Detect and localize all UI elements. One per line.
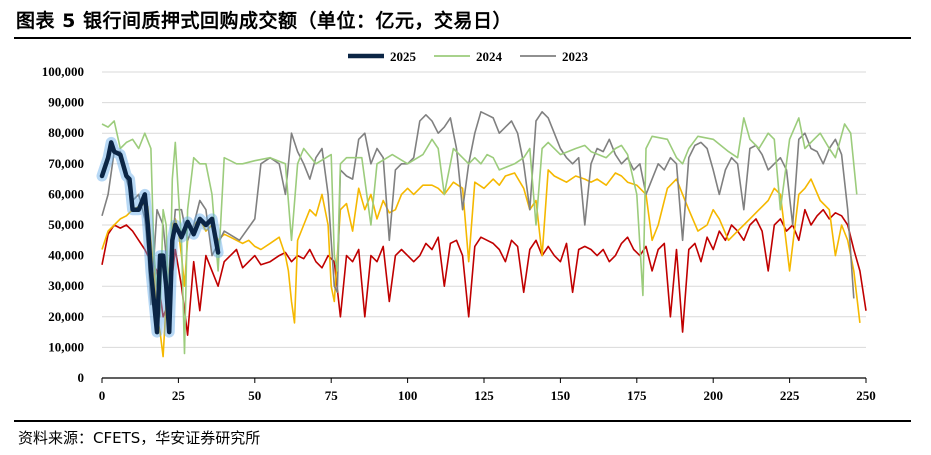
x-tick-label: 75 xyxy=(325,388,339,403)
top-rule xyxy=(14,37,911,39)
x-tick-label: 175 xyxy=(627,388,647,403)
x-tick-label: 125 xyxy=(474,388,494,403)
y-tick-label: 100,000 xyxy=(42,64,84,79)
y-tick-label: 50,000 xyxy=(48,217,84,232)
series-2024-line xyxy=(101,117,858,355)
series-orange-line xyxy=(101,169,861,358)
y-tick-label: 70,000 xyxy=(48,156,84,171)
x-tick-label: 200 xyxy=(703,388,723,403)
y-tick-label: 80,000 xyxy=(48,125,84,140)
x-tick-label: 25 xyxy=(172,388,186,403)
y-tick-label: 20,000 xyxy=(48,309,84,324)
source-note: 资料来源：CFETS，华安证券研究所 xyxy=(18,429,261,447)
axes xyxy=(101,377,867,383)
x-tick-label: 0 xyxy=(99,388,106,403)
series-2023-line xyxy=(101,111,855,306)
y-tick-label: 30,000 xyxy=(48,278,84,293)
y-tick-label: 40,000 xyxy=(48,248,84,263)
x-tick-label: 50 xyxy=(248,388,261,403)
legend: 2025 2024 2023 xyxy=(348,49,589,64)
figure-title: 图表 5 银行间质押式回购成交额（单位：亿元，交易日） xyxy=(16,10,512,32)
series-red-line xyxy=(101,208,867,337)
y-tick-labels: 0 10,000 20,000 30,000 40,000 50,000 60,000 70,… xyxy=(42,64,84,385)
series-2025-line xyxy=(99,140,221,335)
x-tick-label: 150 xyxy=(551,388,571,403)
x-tick-label: 100 xyxy=(398,388,418,403)
x-tick-label: 225 xyxy=(780,388,800,403)
y-tick-label: 0 xyxy=(78,370,85,385)
x-tick-label: 250 xyxy=(856,388,876,403)
legend-label-2024: 2024 xyxy=(476,49,503,64)
y-tick-label: 90,000 xyxy=(48,95,84,110)
y-tick-label: 10,000 xyxy=(48,339,84,354)
legend-label-2025: 2025 xyxy=(390,49,417,64)
bottom-rule xyxy=(14,420,911,422)
plot-area xyxy=(96,111,867,358)
x-tick-labels: 0 25 50 75 100 125 150 175 200 225 250 xyxy=(99,388,876,403)
y-tick-label: 60,000 xyxy=(48,186,84,201)
legend-label-2023: 2023 xyxy=(562,49,589,64)
